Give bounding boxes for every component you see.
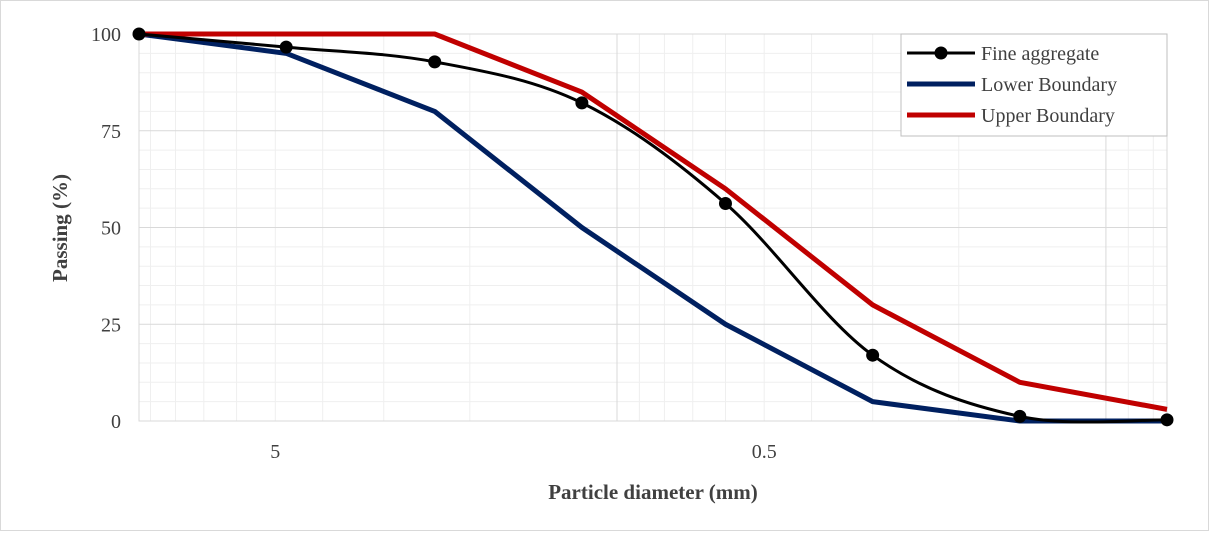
y-tick-label: 75	[101, 121, 121, 143]
legend-label-fine-aggregate: Fine aggregate	[981, 43, 1099, 65]
series-markers	[132, 27, 1174, 427]
fine-aggregate-point	[575, 96, 589, 110]
series-lines	[138, 31, 1168, 424]
fine-aggregate-point	[132, 27, 146, 41]
legend-label-upper-boundary: Upper Boundary	[981, 105, 1115, 127]
x-tick-label: 5	[270, 441, 280, 463]
fine-aggregate-point	[428, 55, 442, 69]
y-tick-label: 50	[101, 218, 121, 240]
y-tick-label: 25	[101, 314, 121, 336]
legend-label-lower-boundary: Lower Boundary	[981, 74, 1117, 96]
fine-aggregate-point	[1160, 413, 1174, 427]
y-axis-title: Passing (%)	[48, 174, 72, 282]
legend-marker-fine-aggregate	[934, 46, 948, 60]
fine-aggregate-point	[718, 197, 732, 211]
x-axis-title: Particle diameter (mm)	[548, 480, 758, 504]
plot-border	[138, 33, 1168, 422]
fine-aggregate-point	[1013, 409, 1027, 423]
y-tick-label: 0	[111, 411, 121, 433]
fine-aggregate-line	[138, 32, 1168, 424]
x-tick-label: 0.5	[752, 441, 777, 463]
axes: 50.50.050255075100	[91, 24, 1168, 463]
legend: Fine aggregate Lower Boundary Upper Bounda…	[900, 33, 1168, 137]
fine-aggregate-point	[279, 40, 293, 54]
lower-boundary-line	[138, 31, 1167, 424]
upper-boundary-line	[139, 31, 1168, 412]
y-tick-label: 100	[91, 24, 121, 46]
fine-aggregate-point	[866, 348, 880, 362]
